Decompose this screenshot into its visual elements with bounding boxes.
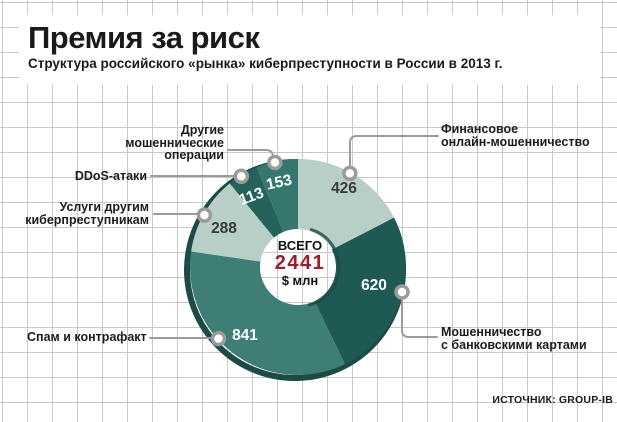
- callout-line: Услуги другим: [59, 200, 149, 214]
- callout-spam-counterfeit: Спам и контрафакт: [27, 331, 157, 344]
- total-unit: $ млн: [281, 273, 319, 288]
- callout-marker: [267, 154, 283, 171]
- callout-line: онлайн-мошенничество: [441, 134, 590, 149]
- callout-marker: [210, 330, 227, 347]
- callout-line: с банковскими картами: [441, 337, 587, 352]
- callout-line: Финансовое: [441, 122, 519, 136]
- leader-line: [401, 295, 438, 338]
- page-title: Премия за риск: [28, 20, 260, 55]
- callout-other-fraud-operations: Другие мошеннические операции: [114, 124, 224, 162]
- callout-marker: [394, 284, 410, 300]
- title-panel: Премия за риск Структура российского «ры…: [19, 15, 600, 85]
- pie-slice: [256, 159, 298, 232]
- pie-slice: [191, 183, 274, 262]
- pie-slice: [229, 167, 284, 238]
- callout-ddos-attacks: DDoS-атаки: [47, 170, 147, 183]
- source-credit: ИСТОЧНИК: GROUP-IB: [492, 394, 613, 406]
- callout-marker: [233, 168, 250, 185]
- hole-inner-shadow: [307, 227, 341, 307]
- slice-value-label: 153: [265, 172, 294, 194]
- callout-line: операции: [164, 148, 224, 162]
- callout-marker: [196, 207, 213, 223]
- chart-total: ВСЕГО 2441 $ млн: [260, 239, 340, 288]
- callout-line: Другие: [180, 123, 224, 137]
- page-subtitle: Структура российского «рынка» киберпрест…: [28, 56, 503, 71]
- slice-value-label: 620: [361, 277, 387, 294]
- slice-value-label: 426: [331, 180, 357, 197]
- leader-line: [349, 135, 439, 174]
- total-value: 2441: [274, 252, 326, 274]
- callout-line: Спам и контрафакт: [27, 330, 147, 344]
- callout-services-to-cybercriminals: Услуги другим киберпреступникам: [24, 201, 149, 226]
- leader-line: [227, 149, 274, 163]
- callout-line: киберпреступникам: [25, 212, 149, 227]
- callout-line: Мошенничество: [441, 325, 542, 339]
- pie-slice: [298, 159, 395, 250]
- callout-financial-online-fraud: Финансовое онлайн-мошенничество: [441, 123, 590, 148]
- callout-marker: [342, 165, 358, 182]
- slice-value-label: 841: [232, 327, 258, 344]
- pie-slice: [190, 251, 345, 375]
- callout-line: мошеннические: [125, 135, 224, 150]
- slice-value-label: 288: [211, 220, 237, 237]
- total-caption: ВСЕГО: [277, 238, 323, 253]
- callout-bank-card-fraud: Мошенничество с банковскими картами: [441, 326, 587, 351]
- callout-line: DDoS-атаки: [74, 169, 147, 183]
